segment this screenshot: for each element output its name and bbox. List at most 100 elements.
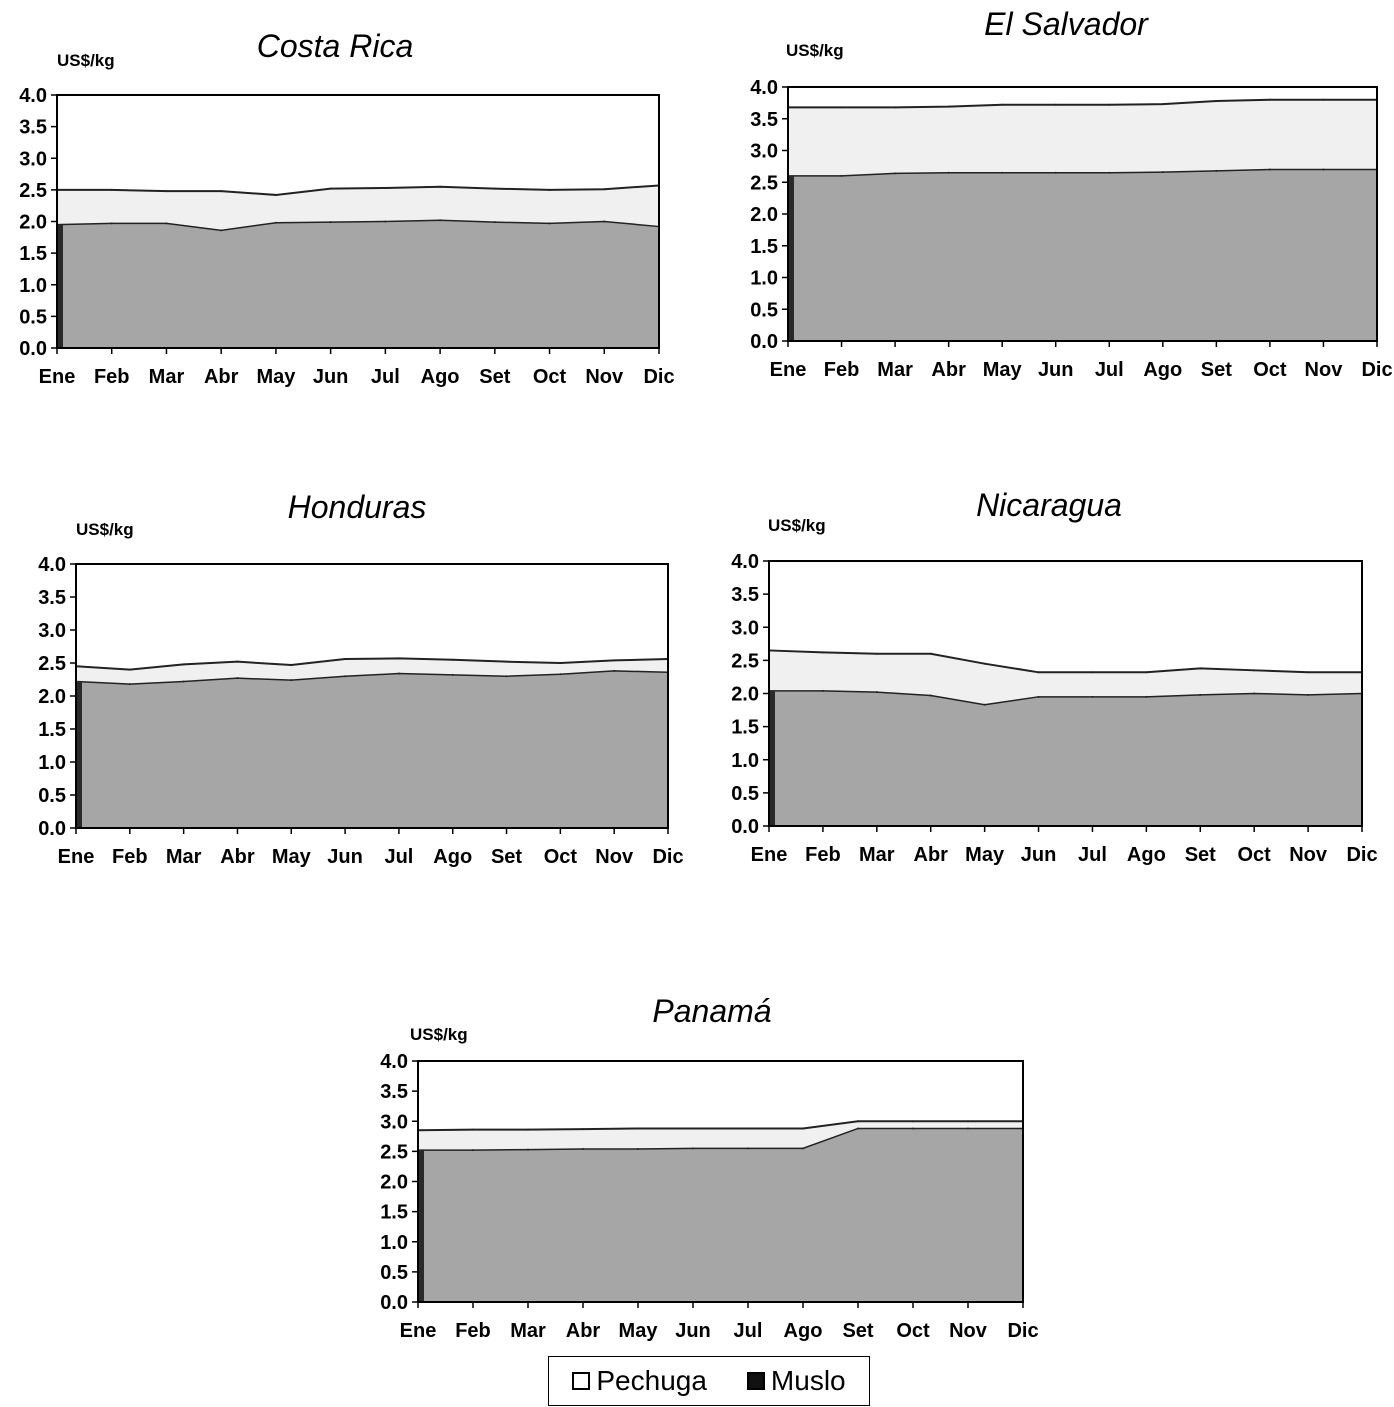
chart-title: Honduras: [288, 489, 427, 525]
point-pechuga: [548, 188, 551, 191]
x-tick-label: Ene: [770, 359, 807, 381]
point-pechuga: [559, 662, 562, 664]
point-pechuga: [947, 105, 950, 108]
y-tick-label: 3.5: [380, 1081, 408, 1103]
point-pechuga: [747, 1127, 749, 1130]
area-muslo: [76, 670, 668, 828]
y-tick-label: 3.0: [38, 620, 66, 642]
x-tick-label: Feb: [805, 844, 841, 866]
y-tick-label: 0.5: [750, 299, 778, 321]
y-tick-label: 1.5: [38, 719, 66, 741]
x-tick-label: Dic: [652, 846, 683, 868]
y-tick-label: 3.0: [731, 617, 759, 639]
point-pechuga: [1199, 667, 1202, 670]
chart-el-salvador: El Salvador US$/kg 0.0 0.5 1.0 1.5 2.0 2.5 3.0 3.…: [750, 6, 1392, 381]
y-tick-label: 1.0: [750, 268, 778, 290]
y-tick-label: 0.0: [38, 818, 66, 840]
point-muslo: [220, 229, 223, 232]
x-tick-label: Nov: [949, 1320, 988, 1342]
point-pechuga: [1161, 103, 1164, 106]
y-tick-label: 2.0: [19, 212, 47, 234]
x-tick-label: Mar: [149, 366, 185, 388]
point-muslo: [967, 1127, 969, 1130]
y-axis-label: US$/kg: [76, 520, 134, 539]
point-muslo: [603, 220, 606, 223]
y-tick-label: 3.0: [19, 148, 47, 170]
x-tick-label: Jul: [1078, 844, 1107, 866]
line-pechuga: [768, 649, 1362, 674]
x-tick-label: Jun: [1038, 359, 1074, 381]
y-tick-label: 1.0: [731, 750, 759, 772]
y-tick-label: 3.5: [731, 584, 759, 606]
point-muslo: [439, 219, 442, 222]
point-pechuga: [840, 106, 843, 109]
x-tick-label: Jul: [384, 846, 413, 868]
legend-label-pechuga: Pechuga: [596, 1365, 707, 1396]
point-pechuga: [182, 663, 185, 666]
point-pechuga: [637, 1127, 639, 1130]
chart-title: Nicaragua: [976, 487, 1122, 523]
y-tick-label: 0.0: [19, 338, 47, 360]
y-tick-label: 3.0: [750, 141, 778, 163]
y-tick-label: 2.0: [380, 1172, 408, 1194]
y-tick-label: 0.5: [38, 785, 66, 807]
x-tick-label: Dic: [1346, 844, 1377, 866]
y-tick-label: 0.5: [731, 783, 759, 805]
point-muslo: [384, 220, 387, 223]
point-muslo: [637, 1147, 639, 1150]
point-muslo: [894, 172, 897, 175]
point-muslo: [1199, 693, 1202, 696]
point-pechuga: [344, 658, 347, 661]
point-muslo: [692, 1147, 694, 1150]
point-muslo: [821, 689, 824, 692]
chart-panama: Panamá US$/kg 0.0 0.5 1.0 1.5 2.0 2.5 3.0 3.5 4.0 E…: [380, 993, 1038, 1342]
line-muslo: [418, 1127, 1023, 1151]
x-tick-label: Oct: [1253, 359, 1287, 381]
x-tick-label: Feb: [824, 359, 860, 381]
point-muslo: [274, 221, 277, 224]
x-tick-label: Abr: [931, 359, 966, 381]
y-tick-label: 0.0: [380, 1292, 408, 1314]
point-muslo: [344, 675, 347, 678]
x-tick-label: Set: [491, 846, 522, 868]
x-tick-label: Oct: [896, 1320, 930, 1342]
muslo-edge: [57, 224, 63, 348]
y-axis-label: US$/kg: [57, 51, 115, 70]
x-tick-label: Ago: [1143, 359, 1182, 381]
point-pechuga: [110, 188, 113, 191]
y-tick-label: 2.0: [750, 204, 778, 226]
x-tick-label: May: [272, 846, 312, 868]
point-muslo: [1253, 692, 1256, 695]
point-pechuga: [603, 188, 606, 191]
y-tick-label: 1.5: [19, 243, 47, 265]
point-pechuga: [220, 190, 223, 193]
x-tick-label: Nov: [1305, 359, 1344, 381]
point-pechuga: [802, 1127, 804, 1130]
point-pechuga: [1091, 671, 1094, 674]
x-tick-label: May: [983, 359, 1023, 381]
y-tick-label: 3.0: [380, 1111, 408, 1133]
x-tick-label: Ene: [58, 846, 95, 868]
x-tick-label: Ago: [784, 1320, 823, 1342]
point-pechuga: [274, 193, 277, 196]
point-pechuga: [912, 1120, 914, 1123]
point-pechuga: [329, 187, 332, 190]
point-pechuga: [505, 660, 508, 663]
point-muslo: [1145, 695, 1148, 698]
point-pechuga: [290, 663, 293, 666]
y-tick-label: 2.5: [380, 1141, 408, 1163]
y-tick-label: 0.0: [750, 331, 778, 353]
y-tick-label: 4.0: [38, 554, 66, 576]
point-pechuga: [384, 186, 387, 189]
point-pechuga: [451, 658, 454, 661]
point-muslo: [527, 1148, 529, 1151]
x-tick-label: Nov: [1289, 844, 1328, 866]
chart-title: Costa Rica: [257, 28, 414, 64]
x-tick-label: May: [619, 1320, 659, 1342]
point-muslo: [840, 174, 843, 177]
line-muslo: [75, 670, 669, 685]
point-pechuga: [128, 668, 131, 671]
legend-item-muslo: Muslo: [746, 1365, 846, 1397]
y-tick-label: 1.5: [380, 1202, 408, 1224]
